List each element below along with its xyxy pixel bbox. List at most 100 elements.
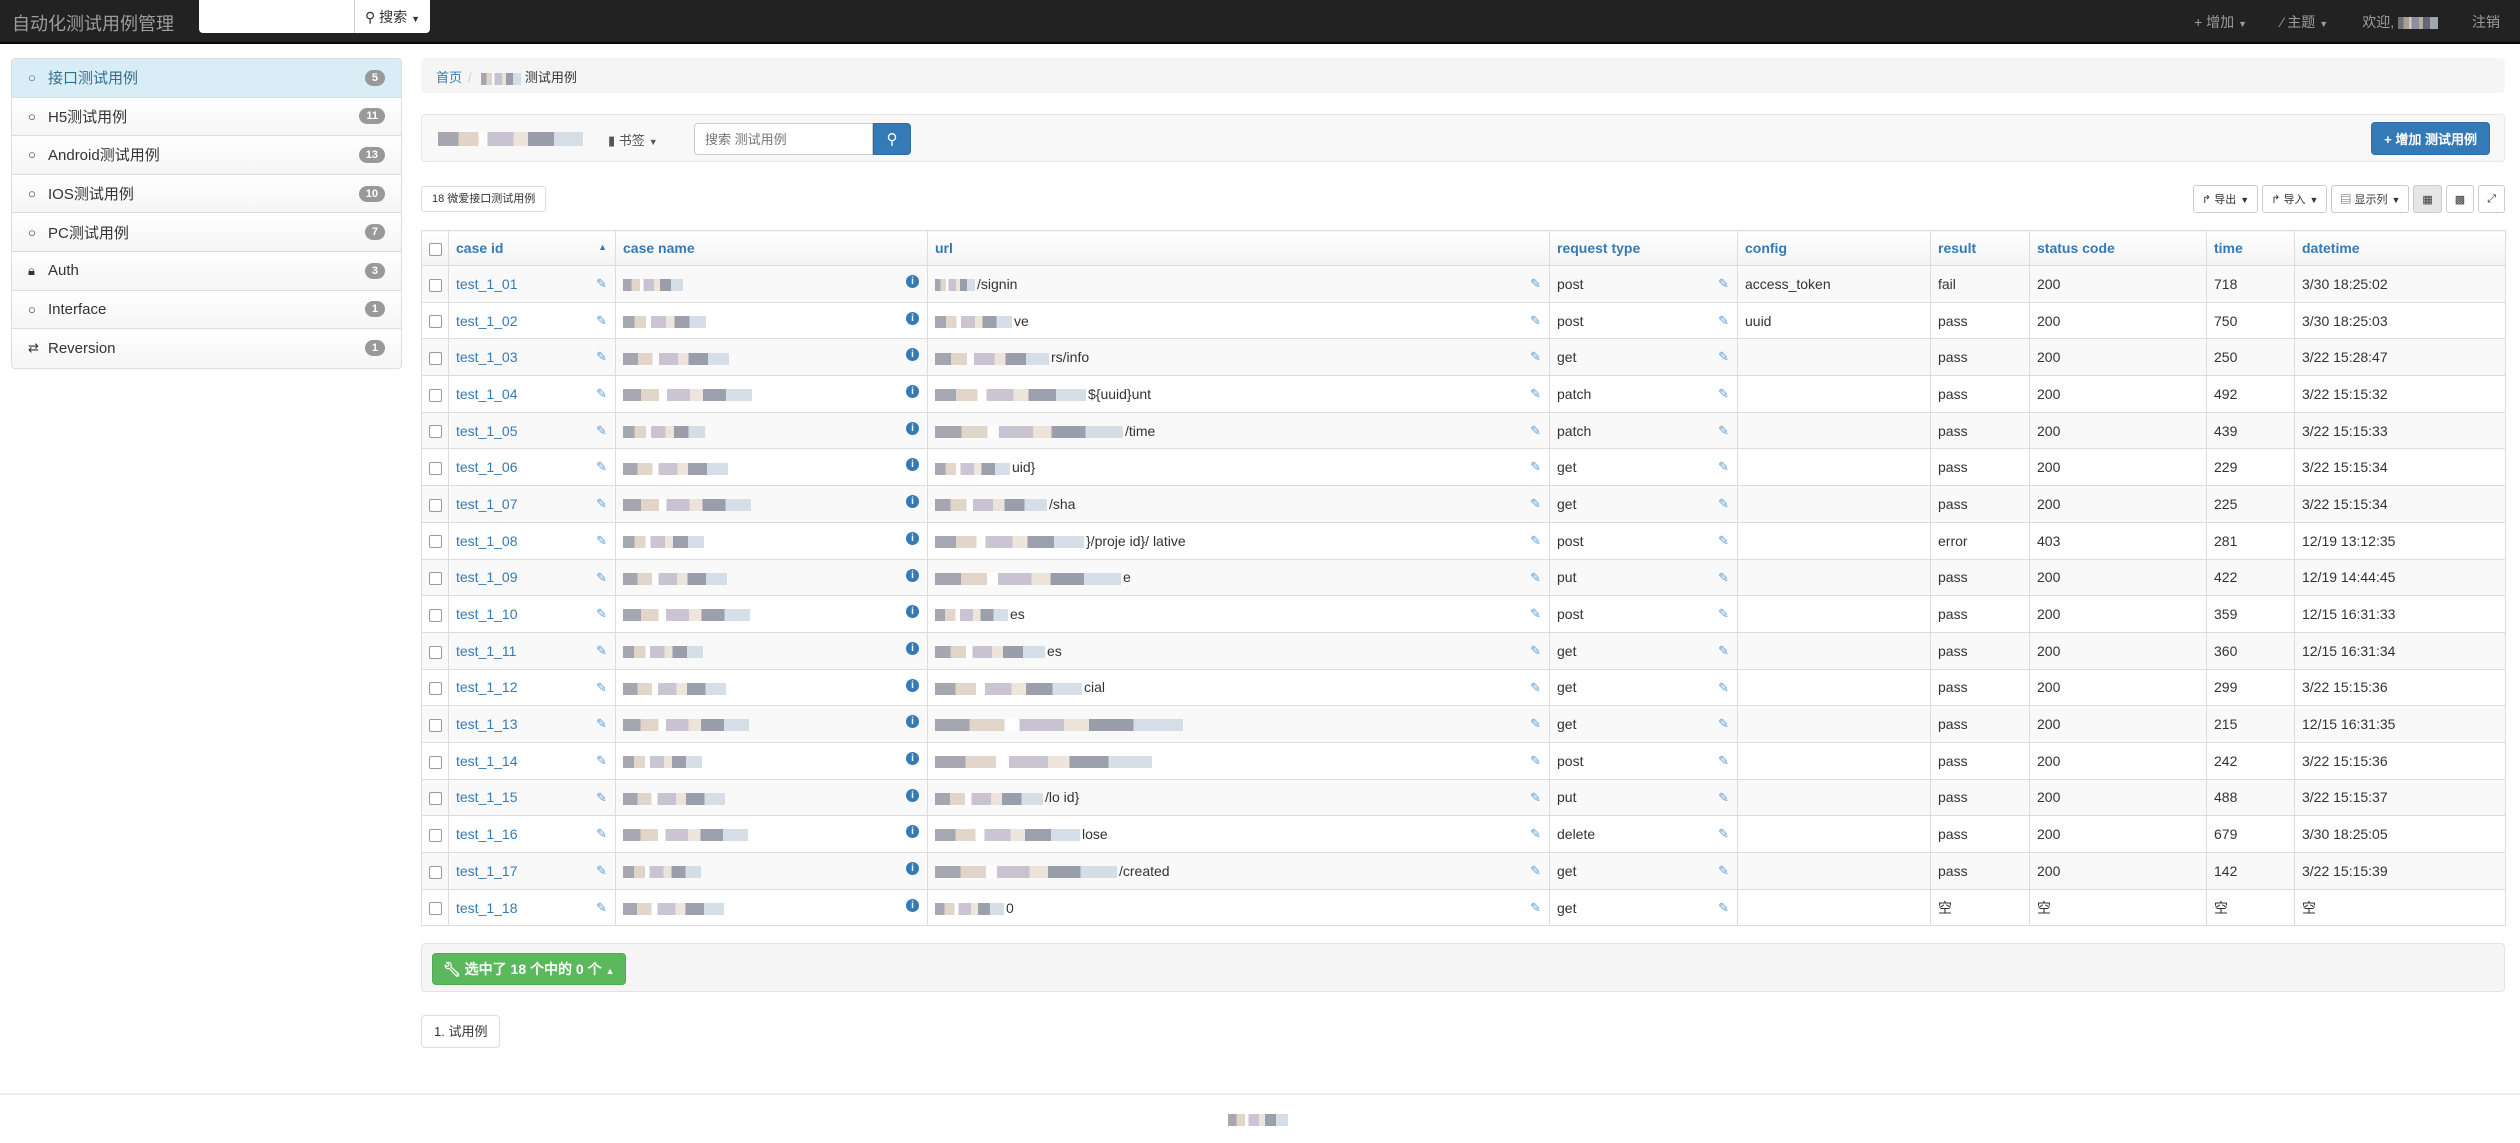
- info-icon[interactable]: i: [906, 385, 919, 399]
- row-checkbox[interactable]: [429, 902, 442, 916]
- info-icon[interactable]: i: [906, 495, 919, 509]
- add-case-button[interactable]: + 增加 测试用例: [2371, 122, 2490, 155]
- case-id-link[interactable]: test_1_13: [456, 716, 518, 733]
- export-button[interactable]: ↱ 导出 ▼: [2192, 185, 2259, 213]
- edit-icon[interactable]: ✎: [1718, 569, 1729, 585]
- edit-icon[interactable]: ✎: [1530, 532, 1541, 548]
- row-checkbox[interactable]: [429, 865, 442, 879]
- edit-icon[interactable]: ✎: [596, 826, 607, 842]
- row-checkbox[interactable]: [429, 535, 442, 549]
- edit-icon[interactable]: ✎: [596, 716, 607, 732]
- edit-icon[interactable]: ✎: [1718, 276, 1729, 291]
- case-id-link[interactable]: test_1_16: [456, 826, 518, 843]
- info-icon[interactable]: i: [906, 788, 919, 802]
- pagination-item[interactable]: 1. 试用例: [421, 1015, 501, 1048]
- brand[interactable]: 自动化测试用例管理: [12, 14, 174, 34]
- edit-icon[interactable]: ✎: [596, 679, 607, 695]
- edit-icon[interactable]: ✎: [1718, 312, 1729, 328]
- column-header-result[interactable]: result: [1930, 230, 2030, 266]
- edit-icon[interactable]: ✎: [1530, 899, 1541, 915]
- case-id-link[interactable]: test_1_03: [456, 349, 518, 366]
- columns-button[interactable]: ▤ 显示列 ▼: [2331, 185, 2410, 213]
- column-header-case-name[interactable]: case name: [615, 230, 928, 266]
- info-icon[interactable]: i: [906, 898, 919, 912]
- case-id-link[interactable]: test_1_08: [456, 532, 518, 549]
- sidebar-item-接口测试用例[interactable]: ○ 接口测试用例 5: [12, 59, 401, 98]
- nav-search-button[interactable]: ⚲ 搜索 ▼: [354, 0, 431, 33]
- sidebar-item-reversion[interactable]: ⇄ Reversion 1: [12, 329, 401, 368]
- info-icon[interactable]: i: [906, 641, 919, 655]
- column-header-datetime[interactable]: datetime: [2294, 230, 2506, 266]
- case-search-input[interactable]: [694, 123, 873, 155]
- info-icon[interactable]: i: [906, 421, 919, 435]
- edit-icon[interactable]: ✎: [1530, 789, 1541, 805]
- edit-icon[interactable]: ✎: [1530, 386, 1541, 402]
- edit-icon[interactable]: ✎: [596, 422, 607, 438]
- sidebar-item-h5测试用例[interactable]: ○ H5测试用例 11: [12, 97, 401, 137]
- edit-icon[interactable]: ✎: [596, 496, 607, 512]
- edit-icon[interactable]: ✎: [1718, 716, 1729, 732]
- row-checkbox[interactable]: [429, 645, 442, 659]
- edit-icon[interactable]: ✎: [596, 606, 607, 622]
- case-id-link[interactable]: test_1_05: [456, 422, 518, 439]
- column-header-status-code[interactable]: status code: [2029, 230, 2207, 266]
- edit-icon[interactable]: ✎: [1718, 752, 1729, 768]
- edit-icon[interactable]: ✎: [1530, 863, 1541, 878]
- column-header-config[interactable]: config: [1737, 230, 1931, 266]
- case-id-link[interactable]: test_1_07: [456, 495, 518, 512]
- row-checkbox[interactable]: [429, 462, 442, 476]
- info-icon[interactable]: i: [906, 605, 919, 619]
- edit-icon[interactable]: ✎: [1530, 752, 1541, 768]
- row-checkbox[interactable]: [429, 425, 442, 439]
- info-icon[interactable]: i: [906, 825, 919, 839]
- edit-icon[interactable]: ✎: [1718, 386, 1729, 402]
- case-search-button[interactable]: ⚲: [873, 123, 911, 155]
- info-icon[interactable]: i: [906, 275, 919, 288]
- row-checkbox[interactable]: [429, 608, 442, 622]
- edit-icon[interactable]: ✎: [1530, 422, 1541, 438]
- sidebar-item-ios测试用例[interactable]: ○ IOS测试用例 10: [12, 174, 401, 214]
- row-checkbox[interactable]: [429, 792, 442, 806]
- edit-icon[interactable]: ✎: [1718, 642, 1729, 658]
- nav-add-menu[interactable]: + 增加 ▼: [2194, 12, 2247, 32]
- logout-link[interactable]: 注销: [2472, 14, 2500, 30]
- edit-icon[interactable]: ✎: [596, 642, 607, 658]
- row-checkbox[interactable]: [429, 388, 442, 402]
- column-header-url[interactable]: url: [927, 230, 1550, 266]
- info-icon[interactable]: i: [906, 311, 919, 325]
- edit-icon[interactable]: ✎: [1530, 716, 1541, 732]
- case-id-link[interactable]: test_1_02: [456, 312, 518, 329]
- edit-icon[interactable]: ✎: [596, 899, 607, 915]
- edit-icon[interactable]: ✎: [1718, 496, 1729, 512]
- edit-icon[interactable]: ✎: [1530, 349, 1541, 365]
- row-checkbox[interactable]: [429, 278, 442, 292]
- edit-icon[interactable]: ✎: [596, 459, 607, 475]
- case-id-link[interactable]: test_1_10: [456, 606, 518, 623]
- edit-icon[interactable]: ✎: [596, 386, 607, 402]
- edit-icon[interactable]: ✎: [1718, 459, 1729, 475]
- case-id-link[interactable]: test_1_06: [456, 459, 518, 476]
- edit-icon[interactable]: ✎: [596, 349, 607, 365]
- edit-icon[interactable]: ✎: [1718, 606, 1729, 622]
- edit-icon[interactable]: ✎: [1530, 679, 1541, 695]
- info-icon[interactable]: i: [906, 531, 919, 545]
- row-checkbox[interactable]: [429, 828, 442, 842]
- case-id-link[interactable]: test_1_09: [456, 569, 518, 586]
- edit-icon[interactable]: ✎: [596, 863, 607, 878]
- row-checkbox[interactable]: [429, 718, 442, 732]
- nav-search-input[interactable]: [199, 0, 354, 33]
- edit-icon[interactable]: ✎: [1530, 276, 1541, 291]
- case-id-link[interactable]: test_1_04: [456, 385, 518, 402]
- edit-icon[interactable]: ✎: [596, 569, 607, 585]
- fullscreen-button[interactable]: ⤢: [2478, 185, 2505, 213]
- info-icon[interactable]: i: [906, 348, 919, 362]
- edit-icon[interactable]: ✎: [1718, 422, 1729, 438]
- case-id-link[interactable]: test_1_17: [456, 862, 518, 879]
- edit-icon[interactable]: ✎: [1530, 569, 1541, 585]
- bulk-action-button[interactable]: 🔧︎ 选中了 18 个中的 0 个 ▲: [432, 953, 626, 985]
- edit-icon[interactable]: ✎: [1718, 679, 1729, 695]
- sidebar-item-interface[interactable]: ○ Interface 1: [12, 290, 401, 330]
- breadcrumb-home[interactable]: 首页: [436, 70, 463, 85]
- sidebar-item-pc测试用例[interactable]: ○ PC测试用例 7: [12, 213, 401, 252]
- edit-icon[interactable]: ✎: [1530, 312, 1541, 328]
